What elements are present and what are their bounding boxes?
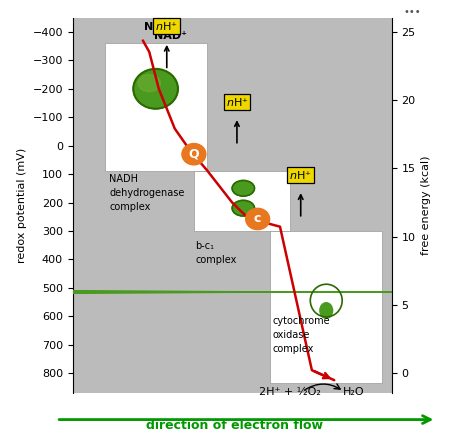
- Ellipse shape: [138, 75, 160, 91]
- Text: $n$H⁺: $n$H⁺: [226, 95, 248, 107]
- Text: NADH
dehydrogenase
complex: NADH dehydrogenase complex: [109, 174, 185, 212]
- Text: cytochrome
oxidase
complex: cytochrome oxidase complex: [272, 316, 330, 354]
- Text: $n$H⁺: $n$H⁺: [156, 20, 178, 32]
- Text: direction of electron flow: direction of electron flow: [146, 419, 323, 432]
- Ellipse shape: [0, 282, 469, 301]
- Text: $n$H⁺: $n$H⁺: [289, 169, 312, 181]
- Y-axis label: redox potential (mV): redox potential (mV): [17, 148, 27, 263]
- Text: b-c₁
complex: b-c₁ complex: [196, 241, 237, 265]
- Ellipse shape: [320, 303, 333, 318]
- Ellipse shape: [0, 282, 469, 301]
- Text: •••: •••: [404, 7, 422, 17]
- Text: c: c: [254, 213, 261, 226]
- Ellipse shape: [133, 69, 178, 109]
- Ellipse shape: [232, 200, 255, 216]
- Text: NAD⁺: NAD⁺: [154, 31, 187, 41]
- Bar: [194, 171, 289, 231]
- Ellipse shape: [246, 208, 270, 230]
- Ellipse shape: [232, 180, 255, 196]
- Ellipse shape: [182, 143, 206, 165]
- Text: H₂O: H₂O: [342, 387, 364, 397]
- Text: Q: Q: [189, 148, 199, 161]
- Text: 2H⁺ + ½O₂: 2H⁺ + ½O₂: [258, 387, 320, 397]
- Bar: [105, 44, 207, 171]
- Y-axis label: free energy (kcal): free energy (kcal): [421, 155, 431, 255]
- Bar: [271, 231, 382, 383]
- Text: NADH: NADH: [144, 22, 181, 32]
